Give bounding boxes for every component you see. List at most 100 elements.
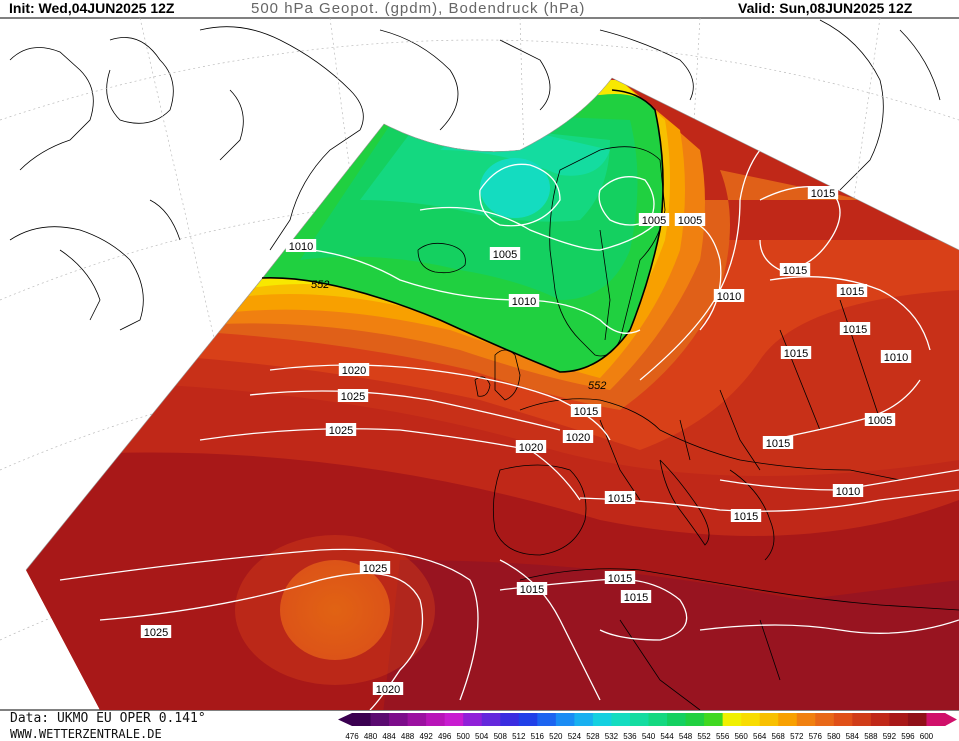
svg-text:1005: 1005 [642,215,666,227]
legend-value: 524 [568,732,582,741]
legend-value: 516 [531,732,545,741]
pressure-label: 1015 [779,263,811,277]
svg-text:1015: 1015 [608,573,632,585]
svg-text:1010: 1010 [836,486,860,498]
color-legend: 476 480 484 488 492 496 500 504 508 512 516 520 524 5… [338,713,957,741]
legend-swatch [833,713,853,726]
svg-text:552: 552 [588,380,606,392]
valid-time: Valid: Sun,08JUN2025 12Z [738,0,913,16]
legend-value: 576 [809,732,823,741]
data-source: Data: UKMO EU OPER 0.141° [10,711,206,726]
legend-value: 484 [382,732,396,741]
legend-swatch [741,713,761,726]
legend-value: 508 [494,732,508,741]
pressure-label: 1015 [570,404,602,418]
legend-swatch [537,713,557,726]
legend-value: 572 [790,732,804,741]
legend-value: 480 [364,732,378,741]
legend-value: 588 [864,732,878,741]
legend-swatch [685,713,705,726]
legend-value: 528 [586,732,600,741]
svg-text:1010: 1010 [717,291,741,303]
svg-text:1015: 1015 [840,286,864,298]
svg-text:1015: 1015 [811,188,835,200]
svg-text:1005: 1005 [493,249,517,261]
legend-value: 580 [827,732,841,741]
legend-swatch [815,713,835,726]
legend-swatch [611,713,631,726]
legend-swatch [667,713,687,726]
coastlines-inside-domain [417,146,959,710]
pressure-label: 1025 [337,389,369,403]
legend-swatch [704,713,724,726]
legend-swatch [796,713,816,726]
svg-text:1015: 1015 [520,584,544,596]
coastlines-outside-domain [9,19,941,331]
svg-text:1025: 1025 [341,391,365,403]
legend-value: 560 [734,732,748,741]
website-label: WWW.WETTERZENTRALE.DE [10,727,162,741]
legend-swatch [870,713,890,726]
pressure-label: 1015 [730,509,762,523]
legend-right-arrow [945,713,957,726]
svg-text:1015: 1015 [783,265,807,277]
pressure-labels: 1010 1005 1005 1005 1015 1010 1015 1015 1015 1010… [140,186,912,696]
pressure-label: 1010 [832,484,864,498]
svg-text:1020: 1020 [519,442,543,454]
legend-value: 492 [419,732,433,741]
pressure-label: 1005 [674,213,706,227]
contour-552 [261,89,664,373]
pressure-label: 1010 [508,294,540,308]
pressure-label: 1005 [864,413,896,427]
legend-value: 596 [901,732,915,741]
svg-text:1010: 1010 [512,296,536,308]
legend-value: 592 [883,732,897,741]
legend-value: 504 [475,732,489,741]
legend-swatch [648,713,668,726]
legend-swatch [444,713,464,726]
svg-text:1025: 1025 [144,627,168,639]
legend-value: 600 [920,732,934,741]
legend-value: 520 [549,732,563,741]
legend-swatch [407,713,427,726]
svg-text:1020: 1020 [566,432,590,444]
svg-text:1010: 1010 [289,241,313,253]
pressure-label: 1010 [713,289,745,303]
legend-swatch [463,713,483,726]
pressure-label: 1010 [880,350,912,364]
legend-value: 476 [345,732,359,741]
svg-text:1010: 1010 [884,352,908,364]
pressure-label: 1025 [325,423,357,437]
svg-text:1025: 1025 [363,563,387,575]
pressure-label: 1015 [604,491,636,505]
pressure-label: 1005 [489,247,521,261]
legend-swatch [778,713,798,726]
pressure-label: 1015 [839,322,871,336]
pressure-label: 1015 [780,346,812,360]
legend-value: 488 [401,732,415,741]
svg-text:1005: 1005 [868,415,892,427]
chart-title: 500 hPa Geopot. (gpdm), Bodendruck (hPa) [251,0,586,17]
legend-value: 544 [660,732,674,741]
legend-swatch [574,713,594,726]
legend-value: 552 [697,732,711,741]
svg-text:1015: 1015 [766,438,790,450]
svg-text:1015: 1015 [608,493,632,505]
pressure-label: 1025 [359,561,391,575]
pressure-label: 1020 [562,430,594,444]
legend-value: 536 [623,732,637,741]
svg-text:1015: 1015 [784,348,808,360]
legend-swatch [500,713,520,726]
legend-swatch [426,713,446,726]
legend-value: 548 [679,732,693,741]
pressure-label: 1025 [140,625,172,639]
pressure-label: 1015 [604,571,636,585]
pressure-label: 1005 [638,213,670,227]
legend-value: 568 [772,732,786,741]
pressure-label: 1010 [285,239,317,253]
legend-swatch [352,713,372,726]
pressure-label: 1015 [807,186,839,200]
legend-value: 496 [438,732,452,741]
svg-text:1020: 1020 [342,365,366,377]
